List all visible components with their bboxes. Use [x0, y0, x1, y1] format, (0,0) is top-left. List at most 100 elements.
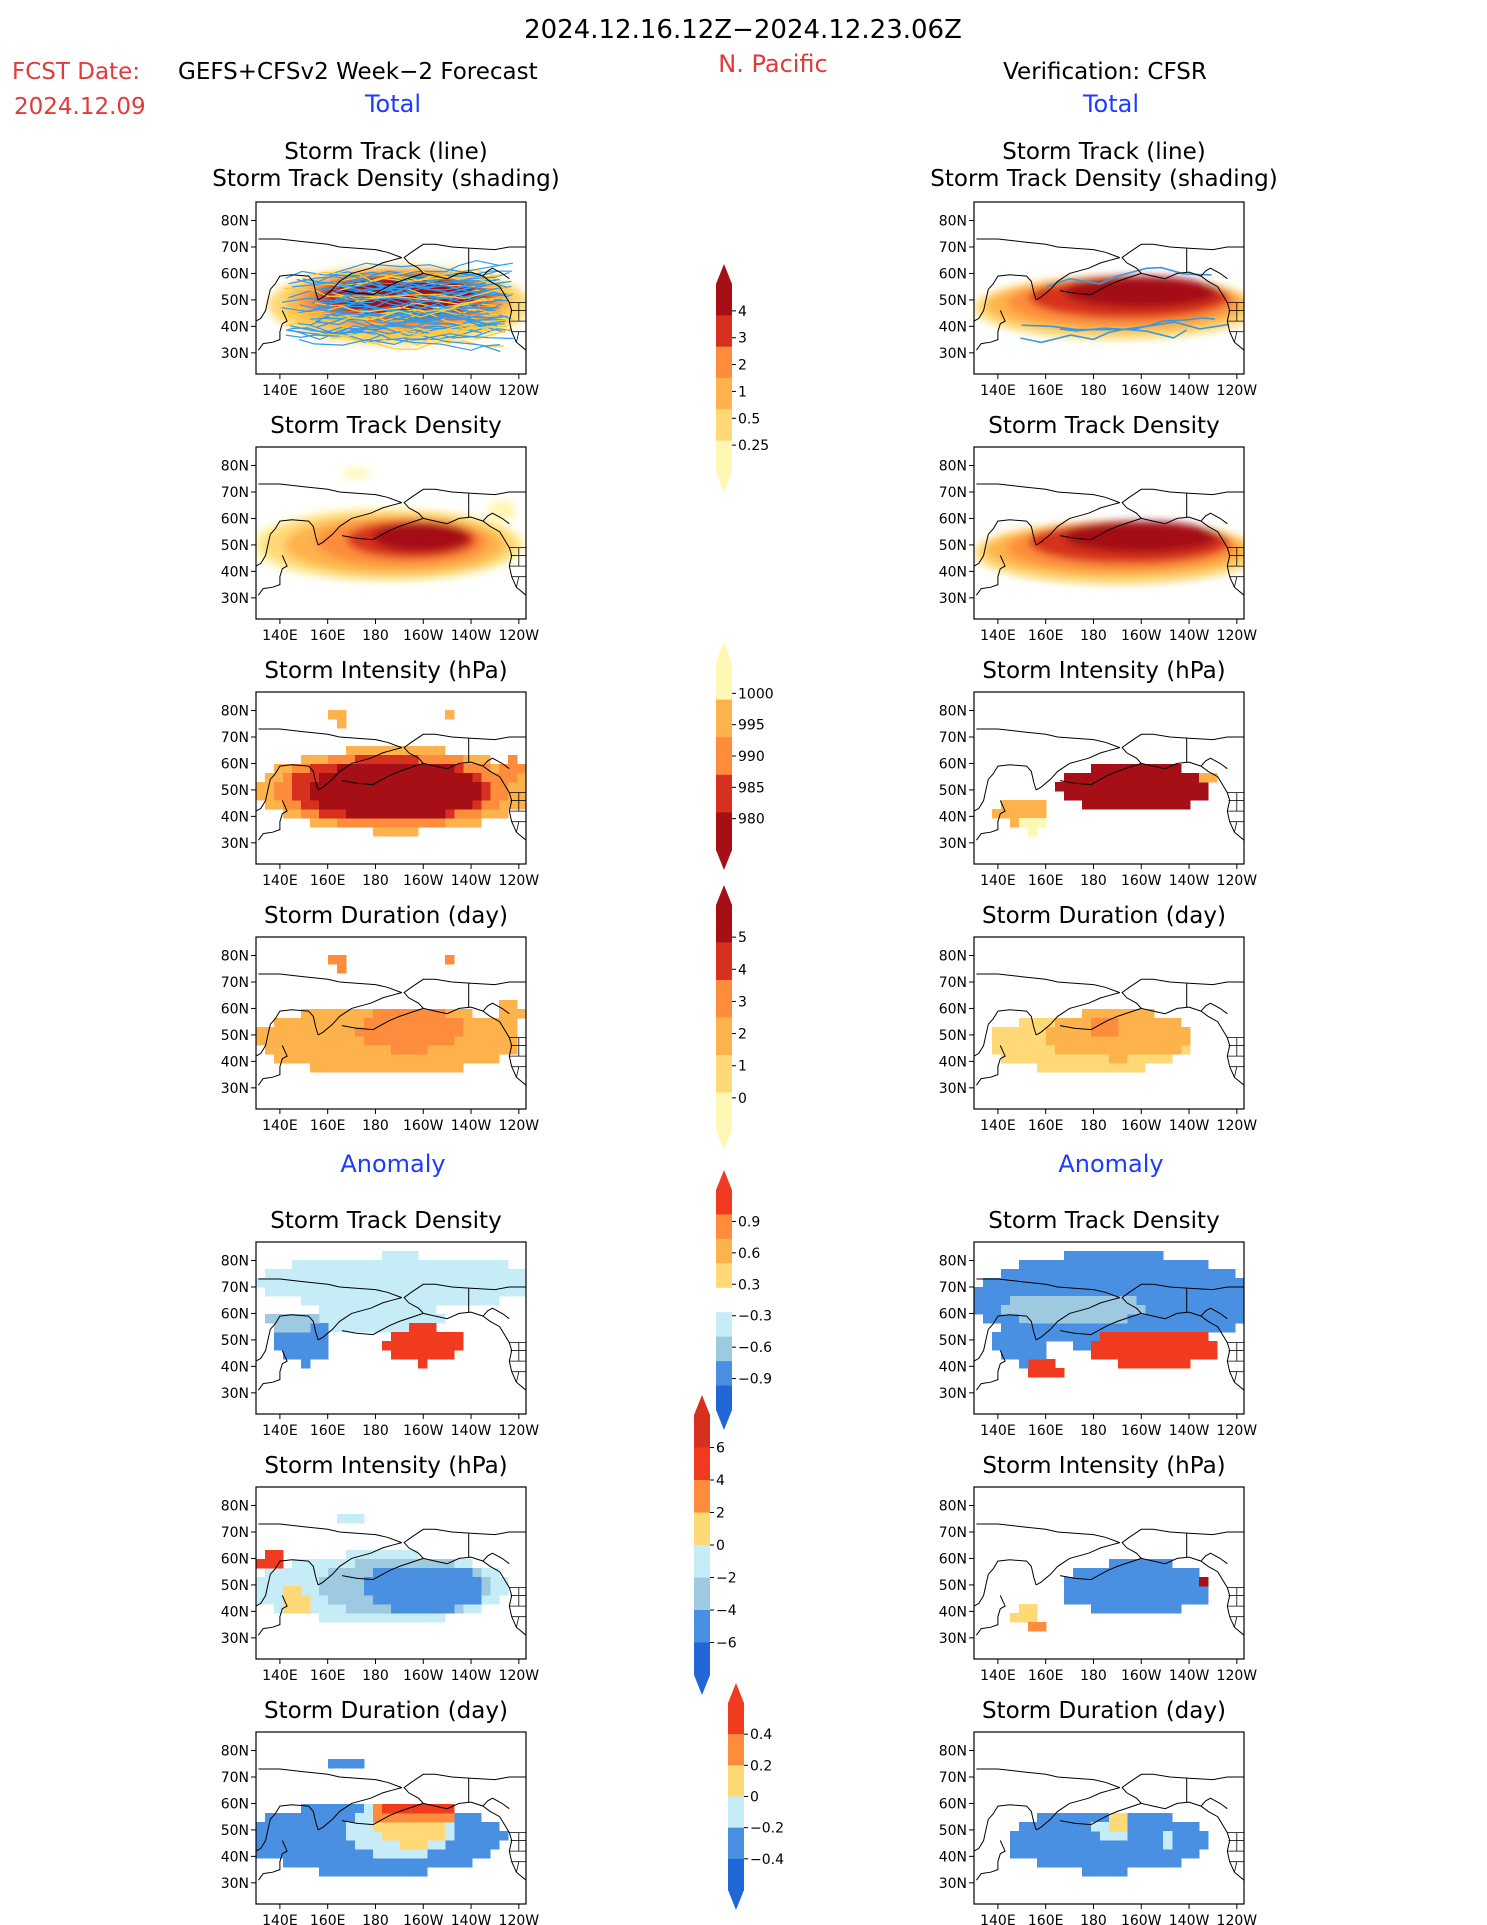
shading-cell: [409, 1568, 419, 1578]
shading-cell: [1163, 1296, 1173, 1306]
coastline: [987, 519, 1037, 546]
shading-cell: [301, 809, 311, 819]
shading-cell: [1172, 1296, 1182, 1306]
shading-cell: [436, 1027, 446, 1037]
lat-tick-label: 70N: [221, 975, 249, 991]
shading-cell: [256, 791, 266, 801]
storm-track-line: [305, 269, 494, 282]
shading-cell: [454, 1849, 464, 1859]
coastline: [341, 272, 424, 296]
map-panel-fcst-total-track: Storm Track (line)Storm Track Density (s…: [212, 139, 559, 399]
shading-cell: [319, 1260, 329, 1270]
shading-cell: [436, 818, 446, 828]
shading-cell: [1019, 809, 1029, 819]
shading-cell: [418, 1018, 428, 1028]
shading-cell: [1046, 1314, 1056, 1324]
shading-cell: [445, 1296, 455, 1306]
lat-tick-label: 70N: [939, 1280, 967, 1296]
lat-tick-label: 40N: [939, 1359, 967, 1375]
colorbar-segment: [716, 737, 732, 776]
shading-cell: [1172, 1595, 1182, 1605]
shading-cell: [337, 1054, 347, 1064]
shading-cell: [1145, 800, 1155, 810]
shading-cell: [1037, 818, 1047, 828]
shading-cell: [1136, 1849, 1146, 1859]
shading-cell: [1019, 1036, 1029, 1046]
shading-cell: [427, 1595, 437, 1605]
shading-cell: [454, 818, 464, 828]
shading-cell: [1199, 1586, 1209, 1596]
shading-cell: [454, 1595, 464, 1605]
shading-cell: [283, 1287, 293, 1297]
shading-cell: [265, 1314, 275, 1324]
shading-cell: [337, 1296, 347, 1306]
shading-cell: [472, 1822, 482, 1832]
shading-cell: [283, 1586, 293, 1596]
shading-cell: [1010, 1341, 1020, 1351]
coastline: [257, 1840, 288, 1881]
shading-cell: [1235, 1305, 1244, 1315]
shading-cell: [992, 809, 1002, 819]
shading-cell: [1145, 1568, 1155, 1578]
shading-cell: [328, 1296, 338, 1306]
shading-cell: [382, 1858, 392, 1868]
coastline: [1200, 757, 1228, 770]
shading-cell: [1073, 1332, 1083, 1342]
shading-cell: [373, 1296, 383, 1306]
shading-cell: [1163, 1350, 1173, 1360]
colorbar-label: 4: [738, 304, 747, 320]
shading-cell: [490, 1586, 500, 1596]
shading-cell: [364, 1849, 374, 1859]
shading-cell: [364, 1287, 374, 1297]
shading-cell: [301, 1009, 311, 1019]
lon-tick-label: 140W: [1169, 1913, 1210, 1925]
colorbar-segment: [716, 1238, 732, 1264]
shading-cell: [274, 1036, 284, 1046]
shading-cell: [472, 1831, 482, 1841]
shading-cell: [490, 800, 500, 810]
map-panel-verif-total-density: Storm Track Density80N70N60N50N40N30N140…: [939, 413, 1258, 644]
shading-cell: [1046, 1269, 1056, 1279]
shading-cell: [436, 1831, 446, 1841]
shading-cell: [463, 773, 473, 783]
shading-cell: [1127, 1278, 1137, 1288]
shading-cell: [526, 782, 536, 792]
lon-tick-label: 160E: [1028, 1118, 1064, 1134]
lon-tick-label: 120W: [499, 1423, 540, 1439]
lon-tick-label: 180: [1080, 1913, 1107, 1925]
shading-cell: [1172, 1341, 1182, 1351]
shading-cell: [310, 1045, 320, 1055]
shading-cell: [1154, 773, 1164, 783]
shading-cell: [409, 1287, 419, 1297]
shading-cell: [472, 782, 482, 792]
lat-tick-label: 80N: [221, 949, 249, 965]
coastline: [974, 1819, 989, 1852]
map-panel-verif-anom-density: Storm Track Density80N70N60N50N40N30N140…: [939, 1208, 1258, 1439]
lat-tick-label: 30N: [221, 346, 249, 362]
shading-cell: [319, 1045, 329, 1055]
fcst-anomaly-label: Anomaly: [340, 1150, 445, 1178]
shading-cell: [481, 1568, 491, 1578]
shading-cell: [1154, 1840, 1164, 1850]
colorbar-label: 4: [716, 1473, 725, 1489]
shading-cell: [1091, 1867, 1101, 1877]
period-title: 2024.12.16.12Z−2024.12.23.06Z: [524, 15, 962, 45]
shading-cell: [992, 1341, 1002, 1351]
shading-cell: [463, 1036, 473, 1046]
shading-cell: [346, 755, 356, 765]
shading-cell: [1181, 1332, 1191, 1342]
shading-cell: [1100, 1251, 1110, 1261]
shading-cell: [1181, 1314, 1191, 1324]
shading-cell: [1055, 1332, 1065, 1342]
colorbar-label: 1000: [738, 686, 774, 702]
coastline: [1141, 1556, 1244, 1636]
coastline: [1035, 257, 1120, 301]
shading-cell: [1181, 1568, 1191, 1578]
shading-cell: [1064, 1036, 1074, 1046]
shading-cell: [364, 755, 374, 765]
shading-cell: [445, 764, 455, 774]
colorbar-label: −6: [716, 1636, 737, 1652]
lat-tick-label: 80N: [939, 949, 967, 965]
shading-cell: [346, 1027, 356, 1037]
coastline: [258, 973, 402, 994]
